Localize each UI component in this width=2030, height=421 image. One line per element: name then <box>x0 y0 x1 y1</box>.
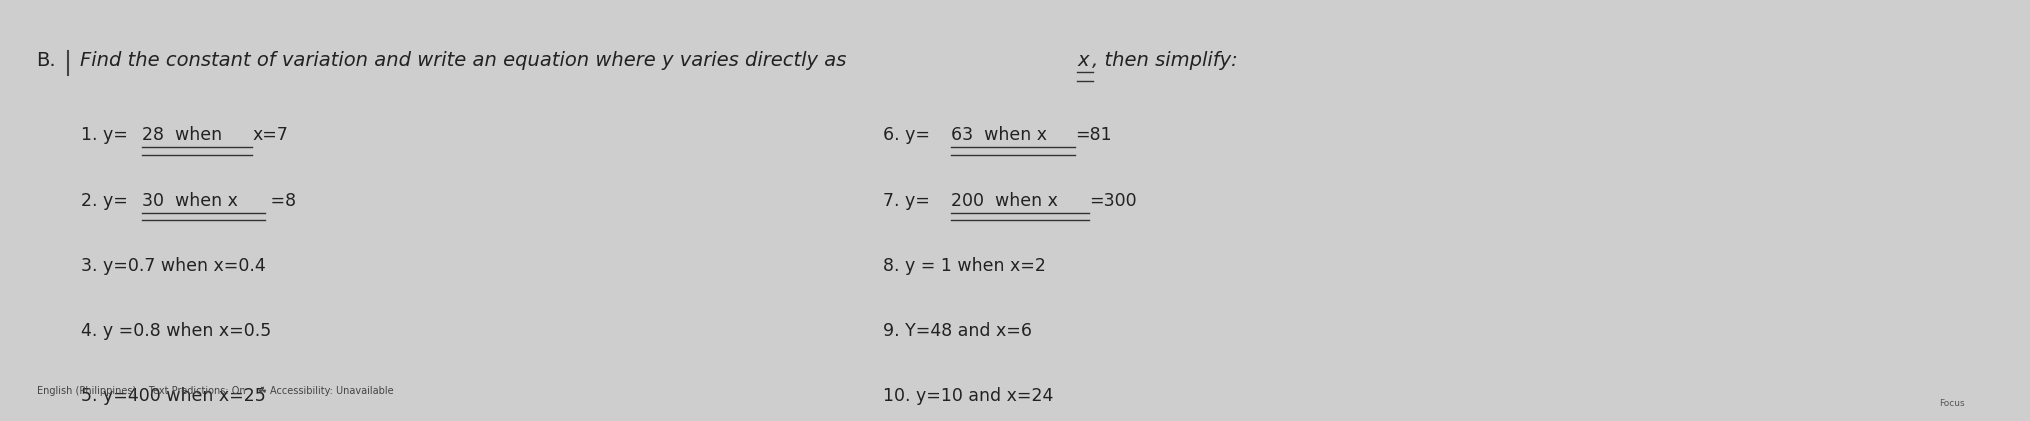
Text: =8: =8 <box>266 192 296 210</box>
Text: 3. y=0.7 when x=0.4: 3. y=0.7 when x=0.4 <box>81 257 266 275</box>
Text: 8. y = 1 when x=2: 8. y = 1 when x=2 <box>883 257 1045 275</box>
Text: English (Philippines)    Text Predictions: On    ☘ Accessibility: Unavailable: English (Philippines) Text Predictions: … <box>37 386 394 396</box>
Text: 10. y=10 and x=24: 10. y=10 and x=24 <box>883 387 1054 405</box>
Text: Find the constant of variation and write an equation where y varies directly as: Find the constant of variation and write… <box>79 51 853 69</box>
Text: x: x <box>1076 51 1088 69</box>
Text: 200  when x: 200 when x <box>950 192 1058 210</box>
Text: , then simplify:: , then simplify: <box>1092 51 1236 69</box>
Text: 4. y =0.8 when x=0.5: 4. y =0.8 when x=0.5 <box>81 322 272 340</box>
Text: 30  when x: 30 when x <box>142 192 238 210</box>
Text: 2. y=: 2. y= <box>81 192 128 210</box>
Text: 63  when x: 63 when x <box>950 126 1047 144</box>
Text: =300: =300 <box>1088 192 1137 210</box>
Text: Focus: Focus <box>1939 400 1965 408</box>
Text: 7. y=: 7. y= <box>883 192 936 210</box>
Text: 1. y=: 1. y= <box>81 126 128 144</box>
Text: =81: =81 <box>1074 126 1110 144</box>
Text: 9. Y=48 and x=6: 9. Y=48 and x=6 <box>883 322 1031 340</box>
Text: 5. y=400 when x=25: 5. y=400 when x=25 <box>81 387 266 405</box>
Text: B.: B. <box>37 51 57 69</box>
Text: 6. y=: 6. y= <box>883 126 936 144</box>
Text: x=7: x=7 <box>252 126 288 144</box>
Text: 28  when: 28 when <box>142 126 227 144</box>
